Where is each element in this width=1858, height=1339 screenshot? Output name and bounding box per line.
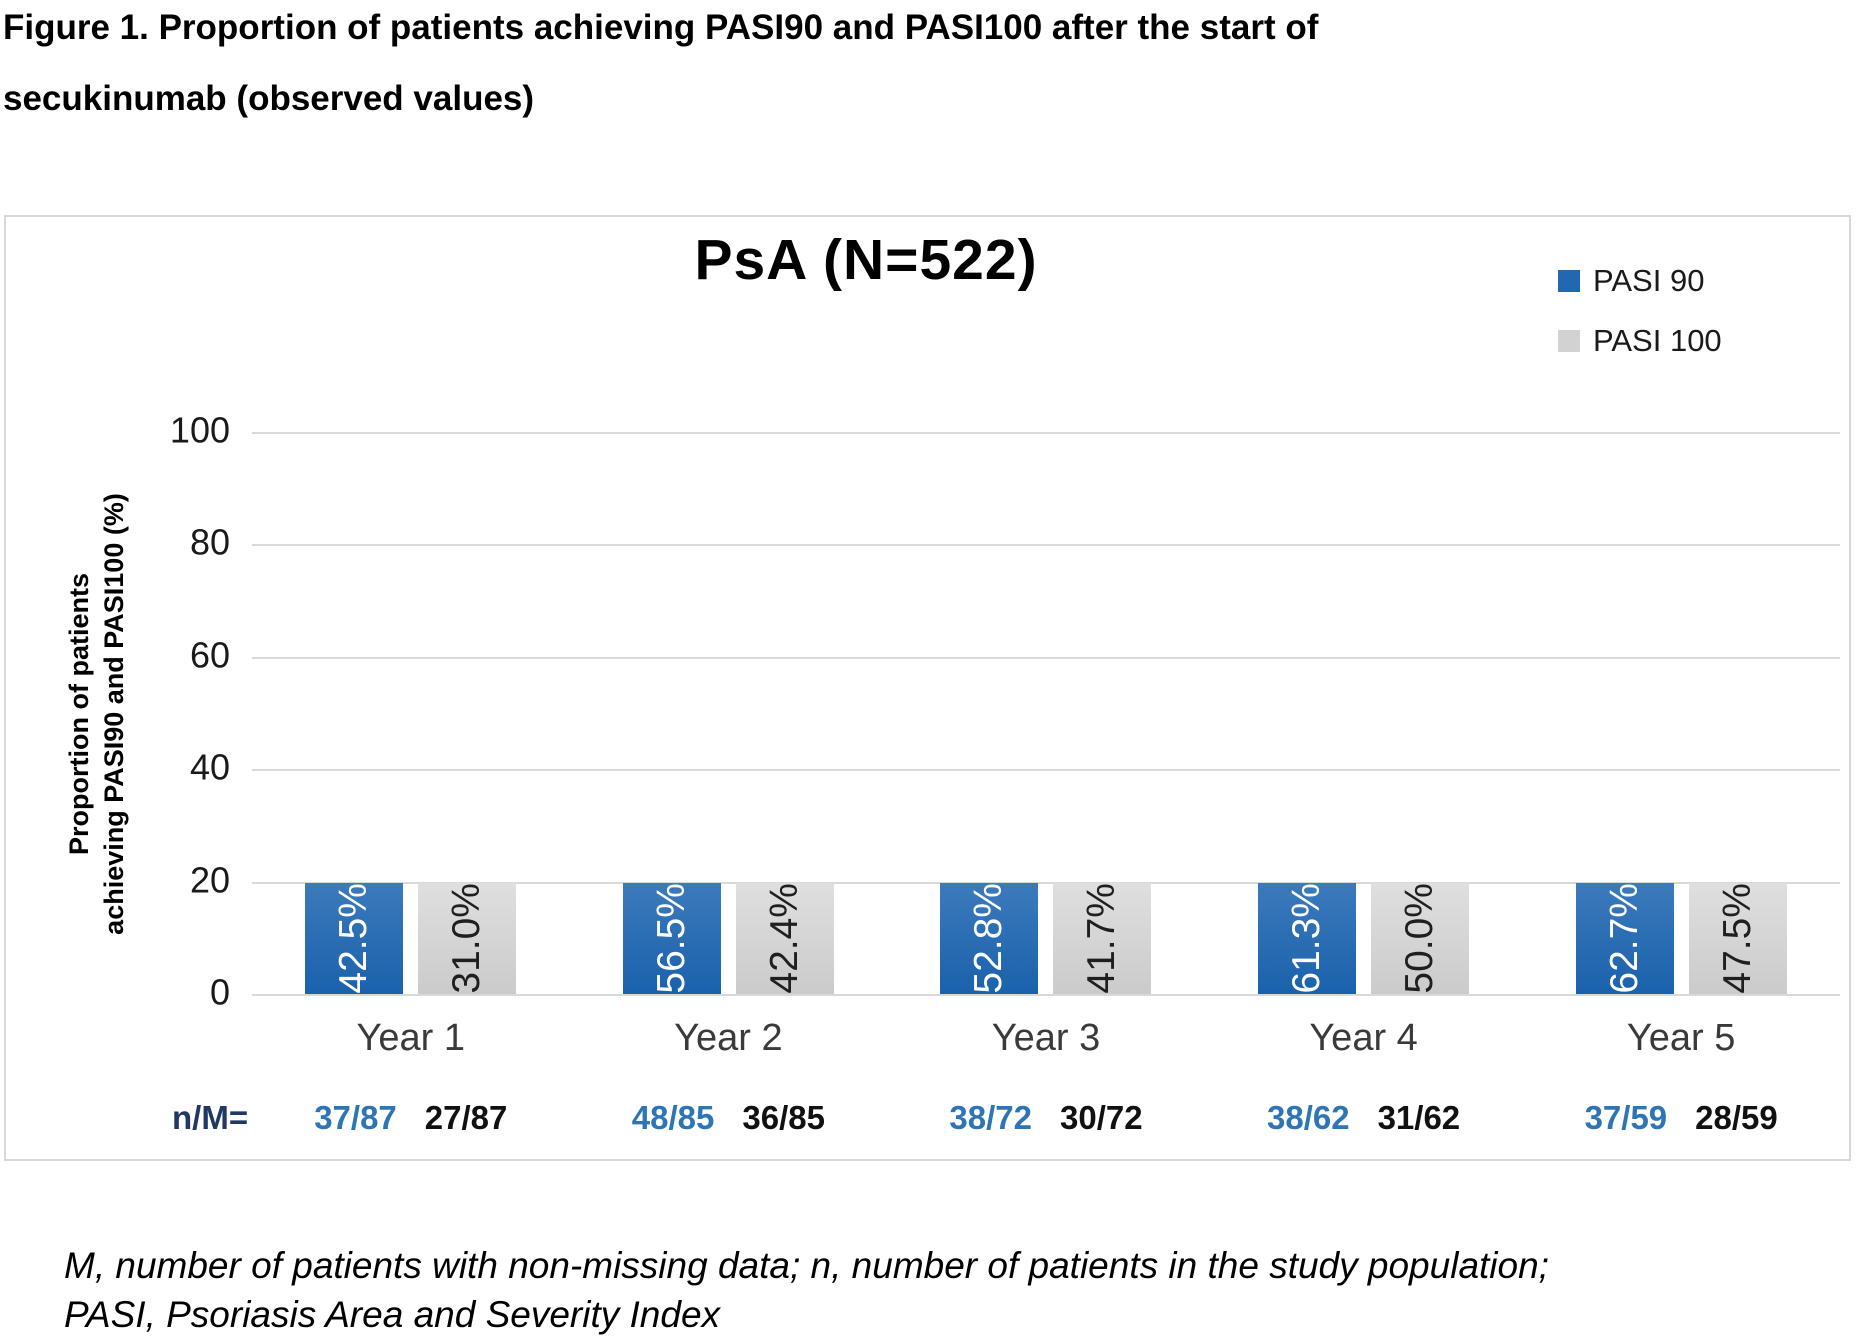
footnote-line1: M, number of patients with non-missing d… [64,1245,1549,1286]
nm-slot: 37/59 28/59 [1522,1099,1840,1137]
gridline [252,432,1840,434]
bar-value-label: 52.8% [967,883,1011,994]
nm-value-pasi100: 30/72 [1059,1099,1143,1136]
gridline [252,881,1840,884]
bar-pasi100: 47.5% [1688,883,1787,994]
bar-value-label: 31.0% [445,883,489,994]
bar-pasi100: 31.0% [418,883,517,994]
y-tick-label: 20 [189,858,230,900]
nm-slot: 38/72 30/72 [887,1099,1205,1137]
footnote: M, number of patients with non-missing d… [64,1241,1824,1339]
bar-value-label: 47.5% [1715,883,1759,994]
x-axis-label: Year 1 [356,1017,466,1059]
legend-swatch-icon [1558,270,1580,292]
chart-title: PsA (N=522) [694,228,1038,292]
bar-pasi100: 41.7% [1053,883,1152,994]
chart-panel: PsA (N=522) PASI 90 PASI 100 Proportion o… [4,215,1851,1161]
nm-value-pasi100: 36/85 [742,1099,825,1136]
bar-group: 56.5% 42.4% [622,883,834,994]
nm-slot: 37/87 27/87 [252,1099,570,1137]
y-tick-label: 80 [189,521,230,563]
bar-pasi90: 56.5% [622,883,721,994]
nm-value-pasi100: 28/59 [1695,1099,1778,1136]
bar-group: 61.3% 50.0% [1258,883,1470,994]
bar-pasi90: 52.8% [940,883,1039,994]
gridline [252,656,1840,659]
nm-value-pasi90: 38/72 [949,1099,1032,1136]
x-axis-label: Year 5 [1626,1017,1736,1059]
nm-slot: 38/62 31/62 [1205,1099,1523,1137]
legend-item-pasi100: PASI 100 [1558,323,1722,359]
gridline [252,994,1840,996]
y-axis-label: Proportion of patients achieving PASI90 … [62,334,132,1094]
bar-pasi90: 42.5% [305,883,404,994]
y-tick-label: 0 [209,971,230,1013]
nm-value-pasi90: 37/87 [314,1099,397,1136]
y-axis-label-line1: Proportion of patients [64,573,94,855]
bar-value-label: 42.5% [332,883,376,994]
bar-pasi90: 61.3% [1258,883,1357,994]
y-axis-label-line2: achieving PASI90 and PASI100 (%) [99,493,129,935]
nm-value-pasi100: 27/87 [424,1099,508,1136]
legend-swatch-icon [1558,330,1580,352]
bars-layer: 42.5% 31.0% 56.5% 42.4% 52.8% 41.7% 61.3% 50.0%… [252,432,1840,994]
footnote-line2: PASI, Psoriasis Area and Severity Index [64,1294,721,1335]
bar-value-label: 50.0% [1398,883,1442,994]
bar-value-label: 41.7% [1080,883,1124,994]
y-tick-label: 60 [189,634,230,676]
nm-value-pasi90: 38/62 [1266,1099,1350,1136]
legend-label: PASI 100 [1593,323,1722,358]
bar-value-label: 42.4% [762,883,806,994]
x-axis-label: Year 4 [1309,1017,1418,1059]
nm-value-pasi100: 31/62 [1377,1099,1461,1136]
bar-group: 52.8% 41.7% [940,883,1152,994]
y-tick-label: 40 [189,746,230,788]
legend-label: PASI 90 [1593,263,1705,298]
legend: PASI 90 PASI 100 [1558,263,1722,359]
nm-slot: 48/85 36/85 [570,1099,888,1137]
legend-item-pasi90: PASI 90 [1558,263,1722,299]
gridline [252,769,1840,772]
x-axis-label: Year 2 [674,1017,783,1059]
nm-row: 37/87 27/87 48/85 36/85 38/72 30/72 38/62 31/62… [252,1099,1840,1137]
bar-value-label: 56.5% [649,883,693,994]
x-axis-label: Year 3 [991,1017,1101,1059]
gridline [252,544,1840,547]
figure-title-line1: Figure 1. Proportion of patients achievi… [3,8,1319,47]
plot-area: 0 20 40 60 80 100 42.5% 31.0% 56.5% 42.4% 52.8% 41… [170,409,1840,1012]
bar-value-label: 62.7% [1602,883,1646,994]
figure-title: Figure 1. Proportion of patients achievi… [3,0,1523,134]
nm-prefix: n/M= [172,1099,249,1136]
bar-pasi100: 42.4% [735,883,834,994]
bar-pasi90: 62.7% [1575,883,1674,994]
nm-value-pasi90: 48/85 [631,1099,715,1136]
figure-title-line2: secukinumab (observed values) [3,79,535,118]
bar-group: 62.7% 47.5% [1575,883,1787,994]
bar-group: 42.5% 31.0% [305,883,517,994]
y-tick-label: 100 [169,409,230,451]
bar-value-label: 61.3% [1285,883,1329,994]
bar-pasi100: 50.0% [1371,883,1470,994]
x-axis-labels: Year 1 Year 2 Year 3 Year 4 Year 5 [252,1017,1840,1060]
nm-value-pasi90: 37/59 [1584,1099,1668,1136]
